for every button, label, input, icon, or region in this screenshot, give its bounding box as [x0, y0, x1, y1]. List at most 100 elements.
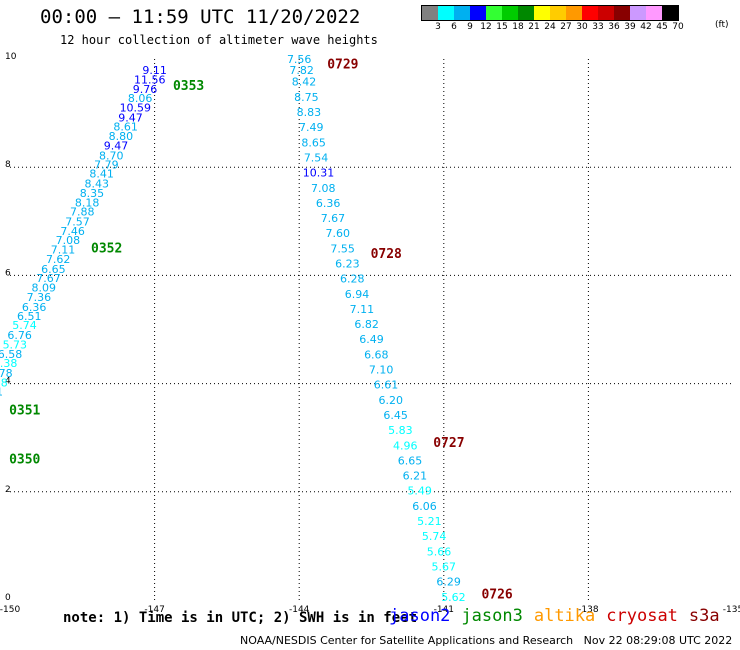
wave-height-value: 7.67 — [36, 272, 61, 285]
wave-height-value: 6.36 — [316, 197, 341, 210]
wave-height-value: 8.75 — [294, 91, 319, 104]
x-tick-label: -147 — [144, 605, 164, 615]
wave-height-value: 6.65 — [41, 263, 66, 276]
wave-height-value: 7.46 — [60, 225, 85, 238]
satellite-label-jason3: jason3 — [461, 606, 523, 626]
wave-height-value: 8.43 — [85, 177, 110, 190]
legend-swatch — [598, 6, 614, 20]
legend-label: 42 — [640, 22, 652, 32]
satellite-label-cryosat: cryosat — [606, 606, 678, 626]
wave-height-value: 7.11 — [51, 243, 76, 256]
legend-label: 39 — [624, 22, 636, 32]
legend-label: 33 — [592, 22, 604, 32]
legend-swatch — [662, 6, 678, 20]
time-label: 0728 — [371, 247, 402, 262]
wave-height-value: 5.74 — [422, 530, 447, 543]
wave-height-value: 6.21 — [0, 386, 3, 399]
wave-height-value: 6.49 — [359, 333, 384, 346]
wave-height-value: 6.78 — [0, 367, 13, 380]
legend-label: 70 — [672, 22, 684, 32]
wave-height-value: 6.29 — [436, 576, 461, 589]
wave-height-value: 7.79 — [94, 158, 119, 171]
y-tick-label: 8 — [5, 160, 11, 170]
wave-height-value: 7.67 — [321, 212, 346, 225]
wave-height-value: 6.68 — [364, 348, 389, 361]
legend-swatch — [534, 6, 550, 20]
wave-height-value: 5.74 — [12, 319, 37, 332]
wave-height-value: 7.88 — [70, 206, 95, 219]
time-label: 0353 — [173, 79, 204, 94]
chart-title: 00:00 — 11:59 UTC 11/20/2022 — [40, 6, 361, 28]
legend-label: 27 — [560, 22, 572, 32]
wave-height-value: 6.65 — [398, 454, 423, 467]
legend-labels: 3 6 9 12 15 18 21 24 27 30 33 36 39 42 45 70 — [421, 21, 684, 35]
wave-height-value: 7.49 — [299, 121, 324, 134]
wave-height-value: 7.82 — [289, 64, 314, 77]
time-label: 0727 — [433, 436, 464, 451]
legend-swatches — [421, 5, 679, 21]
wave-height-value: 9.11 — [142, 64, 167, 77]
wave-height-value: 10.59 — [120, 102, 152, 115]
wave-height-value: 6.06 — [412, 500, 437, 513]
x-tick-label: -135 — [723, 605, 740, 615]
wave-height-value: 6.61 — [374, 379, 399, 392]
time-label: 0351 — [9, 404, 40, 419]
legend-swatch — [486, 6, 502, 20]
wave-height-value: 8.35 — [80, 187, 105, 200]
wave-height-value: 10.31 — [303, 167, 335, 180]
time-label: 0729 — [327, 57, 358, 72]
wave-height-value: 6.94 — [345, 288, 370, 301]
wave-height-value: 8.18 — [75, 196, 100, 209]
wave-height-value: 8.09 — [31, 281, 56, 294]
y-tick-label: 0 — [5, 593, 11, 603]
y-tick-label: 10 — [5, 52, 17, 62]
wave-height-value: 8.65 — [301, 136, 326, 149]
wave-height-value: 9.76 — [133, 83, 158, 96]
satellite-label-jason2: jason2 — [389, 606, 451, 626]
wave-height-value: 6.82 — [354, 318, 379, 331]
wave-height-value: 5.49 — [407, 485, 432, 498]
wave-height-value: 5.83 — [388, 424, 413, 437]
wave-height-value: 6.58 — [0, 348, 22, 361]
x-tick-label: -141 — [434, 605, 454, 615]
wave-height-value: 7.08 — [56, 234, 81, 247]
wave-height-value: 7.62 — [46, 253, 71, 266]
wave-height-value: 9.47 — [104, 140, 129, 153]
legend-label: 3 — [435, 22, 441, 32]
wave-height-value: 6.23 — [335, 257, 360, 270]
legend-swatch — [566, 6, 582, 20]
x-tick-label: -138 — [578, 605, 599, 615]
wave-height-color-legend: 3 6 9 12 15 18 21 24 27 30 33 36 39 42 45 70 — [421, 5, 684, 35]
satellite-legend: jason2 jason3 altika cryosat s3a — [389, 606, 731, 626]
satellite-label-altika: altika — [533, 606, 596, 626]
generated-timestamp: Nov 22 08:29:08 UTC 2022 — [583, 634, 733, 647]
credit-organization: NOAA/NESDIS Center for Satellite Applica… — [240, 634, 574, 647]
wave-height-value: 6.21 — [403, 470, 428, 483]
legend-swatch — [646, 6, 662, 20]
wave-height-value: 7.54 — [304, 151, 329, 164]
legend-label: 18 — [512, 22, 524, 32]
wave-height-value: 5.66 — [427, 545, 452, 558]
y-tick-label: 2 — [5, 485, 11, 495]
wave-height-value: 7.10 — [369, 364, 394, 377]
wave-height-value: 8.41 — [89, 168, 114, 181]
wave-height-value: 6.76 — [7, 329, 32, 342]
wave-height-value: 6.45 — [383, 409, 408, 422]
wave-height-value: 5.73 — [3, 339, 28, 352]
wave-height-value: 7.57 — [65, 215, 90, 228]
satellite-label-s3a: s3a — [688, 606, 720, 626]
y-tick-label: 6 — [5, 268, 11, 278]
wave-height-value: 8.42 — [292, 76, 317, 89]
wave-height-value: 6.20 — [379, 394, 404, 407]
legend-unit: (ft) — [715, 20, 729, 30]
wave-height-value: 8.70 — [99, 149, 124, 162]
legend-label: 36 — [608, 22, 620, 32]
wave-height-value: 7.60 — [326, 227, 351, 240]
x-tick-label: -144 — [289, 605, 310, 615]
credit-line: NOAA/NESDIS Center for Satellite Applica… — [240, 634, 732, 647]
wave-height-value: 8.61 — [113, 121, 138, 134]
wave-height-value: 8.06 — [128, 92, 153, 105]
wave-height-value: 5.58 — [0, 377, 8, 390]
wave-height-value: 9.47 — [118, 111, 143, 124]
